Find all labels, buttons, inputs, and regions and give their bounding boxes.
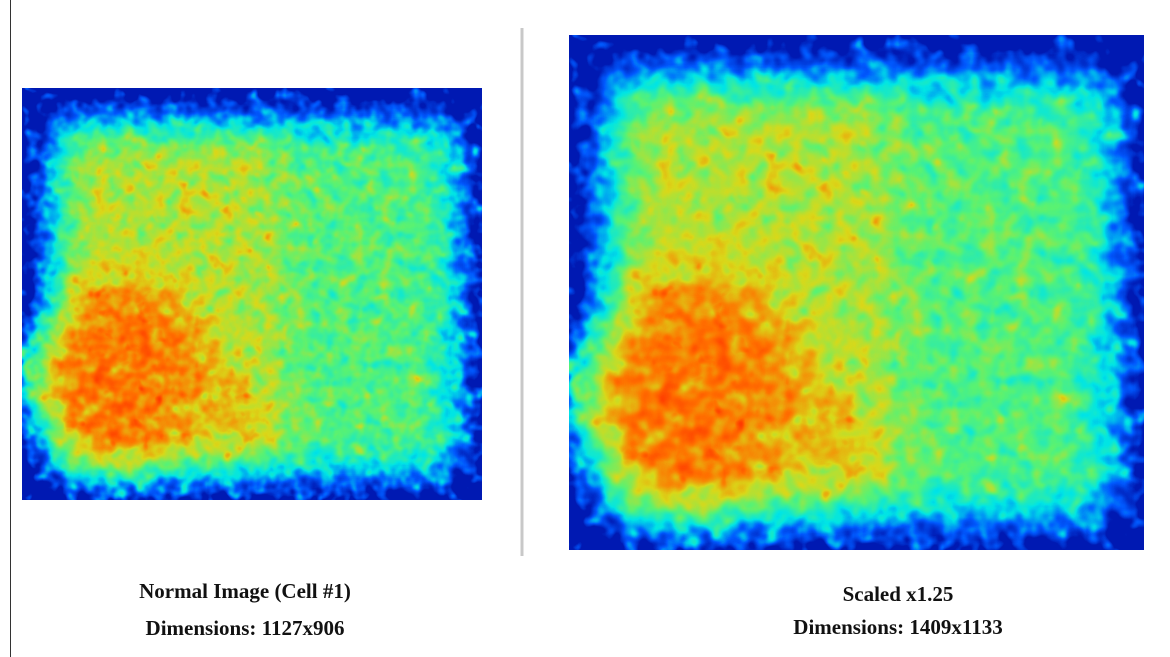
- caption-scaled: Scaled x1.25 Dimensions: 1409x1133: [698, 578, 1098, 644]
- caption-dimensions: Dimensions: 1127x906: [145, 616, 345, 640]
- caption-normal: Normal Image (Cell #1) Dimensions: 1127x…: [45, 573, 445, 647]
- caption-dimensions: Dimensions: 1409x1133: [793, 615, 1003, 639]
- caption-title: Normal Image (Cell #1): [139, 579, 351, 603]
- normal-image: [22, 88, 482, 500]
- caption-title: Scaled x1.25: [842, 582, 954, 606]
- scaled-image: [569, 35, 1144, 550]
